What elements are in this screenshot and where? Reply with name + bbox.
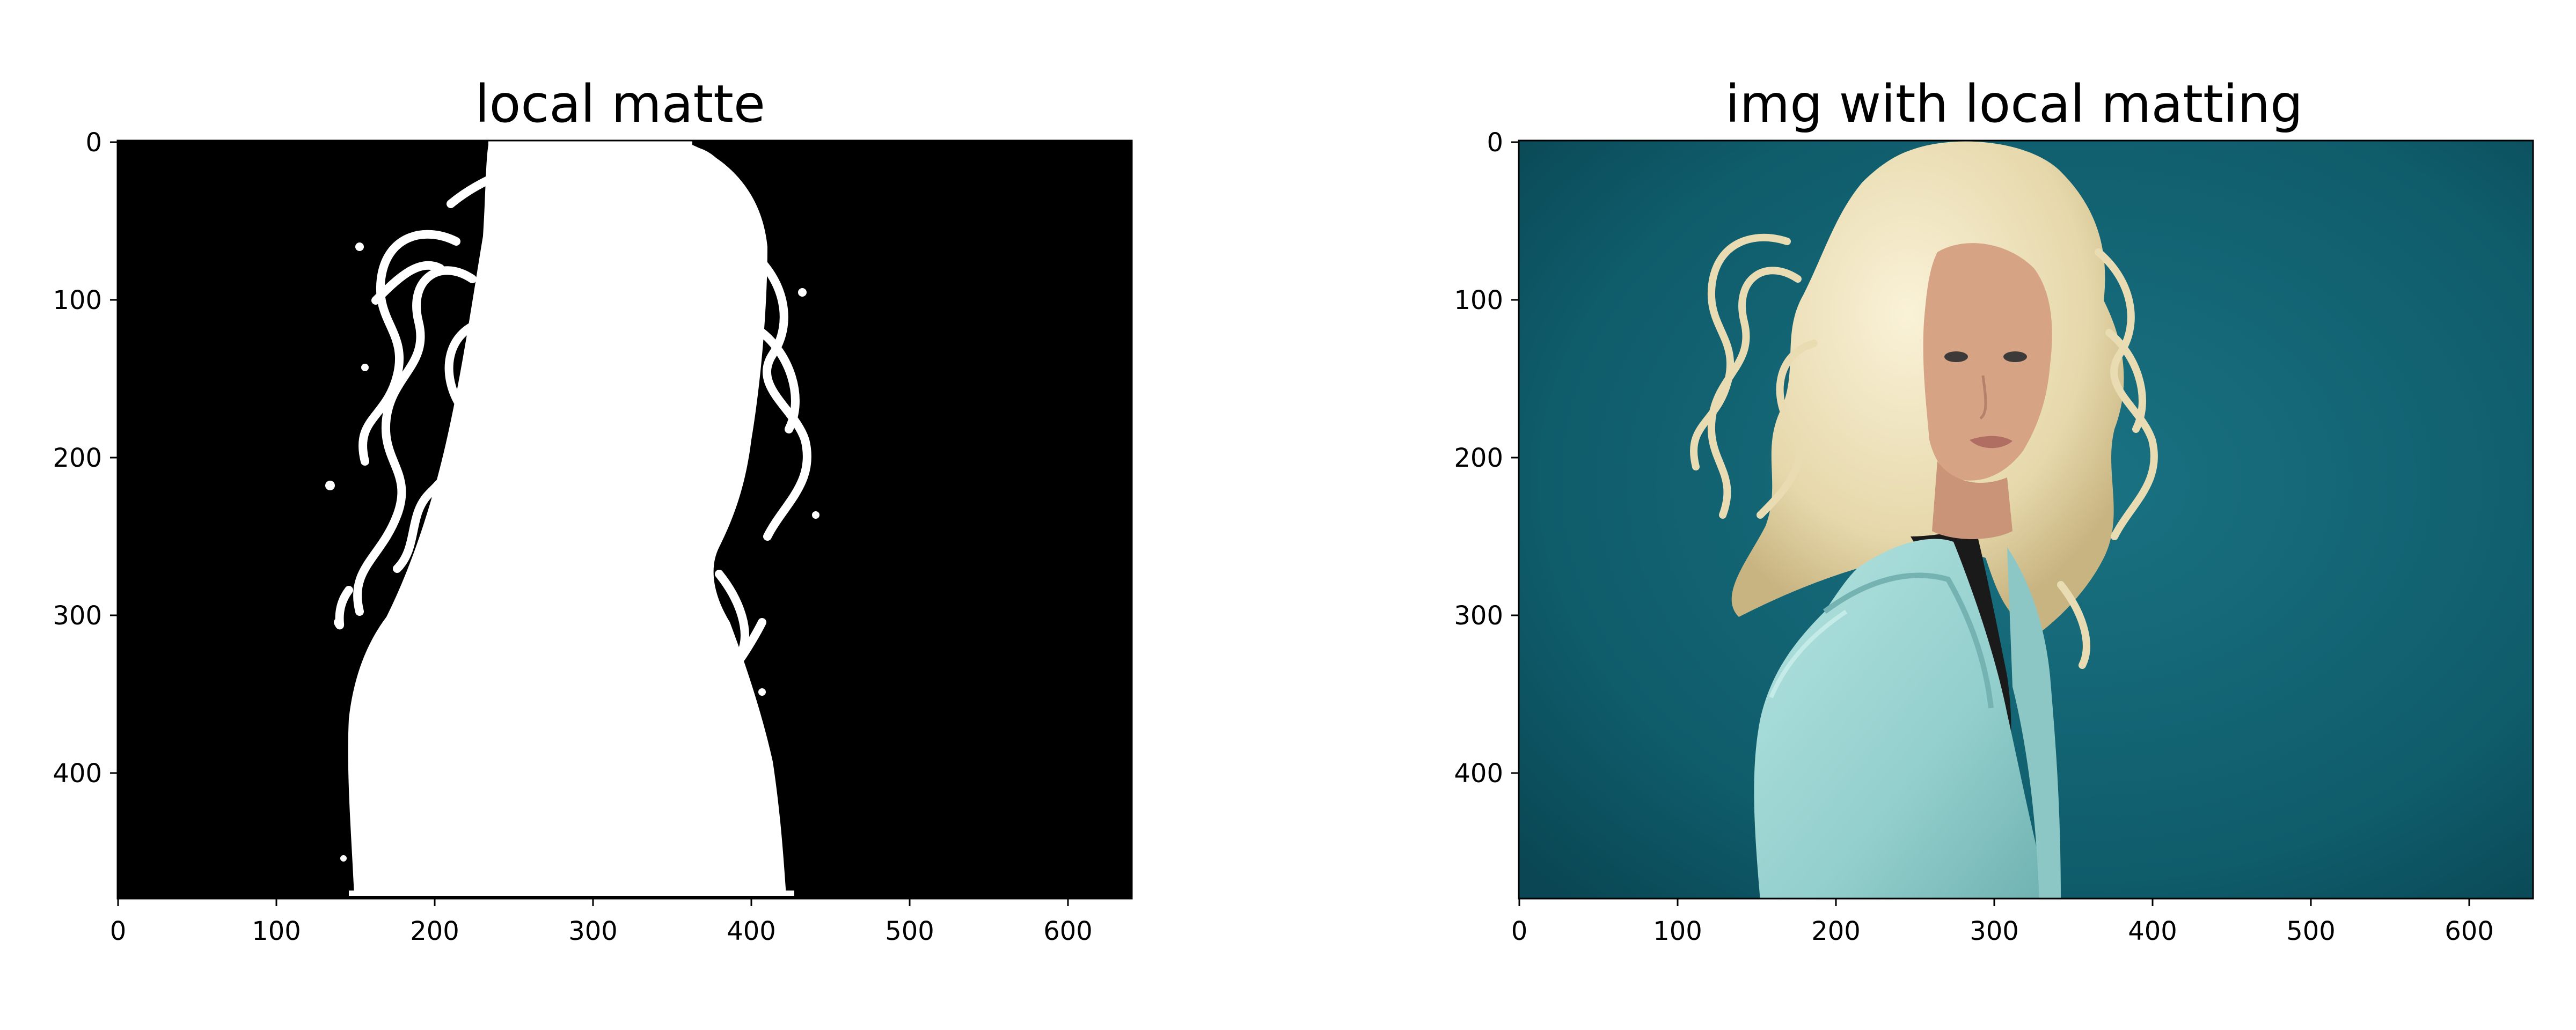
composite-x-tick-label: 100 — [1653, 916, 1702, 946]
composite-panel-title: img with local matting — [1725, 74, 2303, 134]
composite-x-ticks — [1518, 899, 2470, 906]
matte-axes: 0 100 200 300 400 0 100 200 300 400 500 … — [53, 128, 1133, 946]
matte-y-tick-label: 100 — [53, 285, 102, 315]
dark-top — [1911, 526, 2011, 762]
matte-x-tick-labels: 0 100 200 300 400 500 600 — [110, 916, 1093, 946]
composite-y-ticks — [1511, 141, 1519, 774]
matte-x-tick-label: 0 — [110, 916, 127, 946]
matte-x-tick-label: 500 — [885, 916, 934, 946]
composite-x-tick-label: 400 — [2128, 916, 2177, 946]
matte-y-tick-labels: 0 100 200 300 400 — [53, 128, 102, 789]
composite-y-tick-label: 200 — [1454, 443, 1503, 473]
composite-y-tick-label: 300 — [1454, 601, 1503, 631]
matte-x-ticks — [117, 899, 1069, 906]
matte-panel: local matte — [53, 74, 1133, 946]
composite-y-tick-label: 0 — [1487, 128, 1503, 158]
composite-frame — [1518, 139, 2534, 900]
matte-frame — [116, 139, 1133, 900]
composite-image — [1519, 141, 2533, 899]
composite-y-tick-labels: 0 100 200 300 400 — [1454, 128, 1503, 789]
matte-y-tick-label: 0 — [85, 128, 102, 158]
hair-curls-left — [1689, 233, 1818, 519]
composite-y-tick-label: 100 — [1454, 285, 1503, 315]
composite-x-tick-label: 0 — [1511, 916, 1528, 946]
face — [1923, 243, 2052, 481]
matte-x-tick-label: 400 — [727, 916, 776, 946]
composite-x-tick-label: 600 — [2445, 916, 2494, 946]
matte-hair-curls-right — [650, 144, 811, 666]
matte-y-tick-label: 400 — [53, 759, 102, 789]
composite-x-tick-label: 500 — [2286, 916, 2336, 946]
matte-image — [118, 141, 1132, 899]
facial-features — [1944, 351, 2027, 448]
matte-panel-title: local matte — [475, 74, 765, 134]
neck — [1932, 461, 2012, 539]
composite-x-tick-label: 200 — [1811, 916, 1861, 946]
matte-x-tick-label: 200 — [410, 916, 459, 946]
matte-x-tick-label: 600 — [1043, 916, 1093, 946]
matte-y-tick-label: 200 — [53, 443, 102, 473]
coat-hood-fold — [1823, 572, 1994, 709]
matte-y-tick-label: 300 — [53, 601, 102, 631]
composite-panel: img with local matting — [1288, 0, 2576, 1030]
composite-axes: 0 100 200 300 400 0 100 200 300 400 500 … — [1454, 128, 2534, 946]
matte-y-ticks — [110, 141, 118, 774]
matte-x-tick-label: 300 — [568, 916, 618, 946]
composite-x-tick-labels: 0 100 200 300 400 500 600 — [1511, 916, 2494, 946]
hair-curls-right — [2057, 248, 2158, 669]
composite-y-tick-label: 400 — [1454, 759, 1503, 789]
matte-speckles — [325, 242, 819, 862]
matte-hair-curls-left — [334, 151, 536, 630]
coat-shoulder-highlight — [1769, 609, 1848, 698]
coat-lapel — [2007, 547, 2061, 899]
matte-x-tick-label: 100 — [252, 916, 301, 946]
composite-x-tick-label: 300 — [1970, 916, 2019, 946]
